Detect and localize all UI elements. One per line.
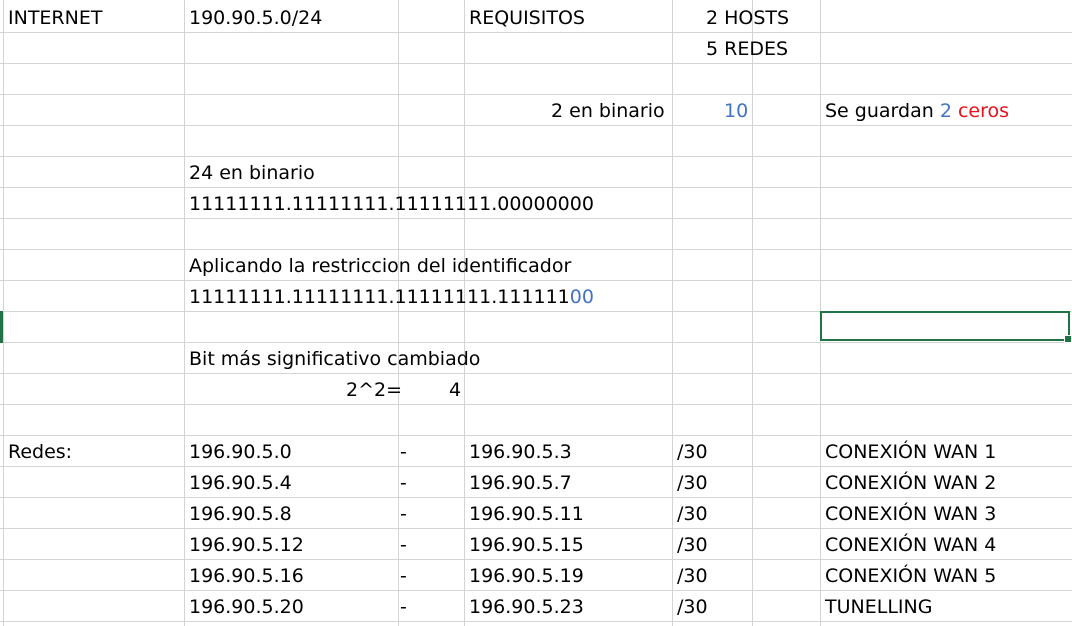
cell-formula[interactable]: 2^2= (346, 379, 403, 401)
zeros-note-prefix: Se guardan (825, 100, 934, 122)
grid-row-line (0, 342, 1072, 343)
network-prefix[interactable]: /30 (677, 596, 708, 618)
network-end[interactable]: 196.90.5.15 (469, 534, 584, 556)
network-name[interactable]: CONEXIÓN WAN 5 (825, 565, 997, 587)
zeros-note-number: 2 (939, 100, 952, 122)
network-end[interactable]: 196.90.5.7 (469, 472, 572, 494)
grid-row-line (0, 404, 1072, 405)
zeros-note-suffix: ceros (957, 100, 1010, 122)
grid-row-line (0, 32, 1072, 33)
cell-binary-two-label[interactable]: 2 en binario (551, 100, 665, 122)
network-prefix[interactable]: /30 (677, 441, 708, 463)
network-prefix[interactable]: /30 (677, 503, 708, 525)
fill-handle[interactable] (1064, 335, 1072, 343)
cell-network-address[interactable]: 190.90.5.0/24 (189, 7, 323, 29)
grid-col-line (752, 0, 753, 626)
grid-col-line (184, 0, 185, 626)
network-start[interactable]: 196.90.5.4 (189, 472, 292, 494)
cell-significant-label[interactable]: Bit más significativo cambiado (189, 348, 481, 370)
grid-row-line (0, 63, 1072, 64)
grid-row-line (0, 311, 1072, 312)
grid-row-line (0, 218, 1072, 219)
network-end[interactable]: 196.90.5.3 (469, 441, 572, 463)
grid-row-line (0, 435, 1072, 436)
network-prefix[interactable]: /30 (677, 565, 708, 587)
grid-col-line (464, 0, 465, 626)
network-separator[interactable]: - (400, 534, 407, 556)
network-start[interactable]: 196.90.5.0 (189, 441, 292, 463)
grid-row-line (0, 528, 1072, 529)
active-cell-selection[interactable] (820, 311, 1072, 343)
network-name[interactable]: CONEXIÓN WAN 3 (825, 503, 997, 525)
cell-restriction-binary[interactable]: 11111111.11111111.11111111.11111100 (189, 282, 594, 312)
restriction-binary-highlight: 00 (569, 286, 594, 308)
network-name[interactable]: CONEXIÓN WAN 1 (825, 441, 997, 463)
network-name[interactable]: CONEXIÓN WAN 2 (825, 472, 997, 494)
grid-row-line (0, 497, 1072, 498)
grid-col-line (3, 0, 4, 626)
network-name[interactable]: CONEXIÓN WAN 4 (825, 534, 997, 556)
active-row-marker (0, 311, 3, 343)
cell-restriction-label[interactable]: Aplicando la restriccion del identificad… (189, 255, 572, 277)
network-separator[interactable]: - (400, 596, 407, 618)
grid-row-line (0, 621, 1072, 622)
network-separator[interactable]: - (400, 565, 407, 587)
cell-redes[interactable]: 5 REDES (706, 38, 789, 60)
network-separator[interactable]: - (400, 441, 407, 463)
cell-formula-result[interactable]: 4 (449, 379, 462, 401)
network-end[interactable]: 196.90.5.23 (469, 596, 584, 618)
restriction-binary-main: 11111111.11111111.11111111.111111 (189, 286, 570, 308)
grid-row-line (0, 466, 1072, 467)
cell-binary-two-value[interactable]: 10 (724, 100, 749, 122)
grid-row-line (0, 187, 1072, 188)
grid-row-line (0, 94, 1072, 95)
network-prefix[interactable]: /30 (677, 472, 708, 494)
grid-col-line (398, 0, 399, 626)
cell-mask-label[interactable]: 24 en binario (189, 162, 315, 184)
network-name[interactable]: TUNELLING (825, 596, 933, 618)
grid-row-line (0, 249, 1072, 250)
grid-row-line (0, 559, 1072, 560)
grid-row-line (0, 373, 1072, 374)
grid-col-line (672, 0, 673, 626)
cell-hosts[interactable]: 2 HOSTS (706, 7, 790, 29)
cell-redes-label[interactable]: Redes: (8, 441, 73, 463)
cell-mask-binary[interactable]: 11111111.11111111.11111111.00000000 (189, 193, 594, 215)
cell-requisitos[interactable]: REQUISITOS (469, 7, 585, 29)
cell-internet[interactable]: INTERNET (8, 7, 103, 29)
grid-row-line (0, 156, 1072, 157)
grid-row-line (0, 590, 1072, 591)
network-start[interactable]: 196.90.5.20 (189, 596, 304, 618)
network-prefix[interactable]: /30 (677, 534, 708, 556)
cell-zeros-note[interactable]: Se guardan 2 ceros (825, 96, 1009, 126)
network-end[interactable]: 196.90.5.11 (469, 503, 584, 525)
network-start[interactable]: 196.90.5.8 (189, 503, 292, 525)
grid-row-line (0, 125, 1072, 126)
network-separator[interactable]: - (400, 472, 407, 494)
network-start[interactable]: 196.90.5.12 (189, 534, 304, 556)
network-start[interactable]: 196.90.5.16 (189, 565, 304, 587)
network-end[interactable]: 196.90.5.19 (469, 565, 584, 587)
grid-row-line (0, 280, 1072, 281)
network-separator[interactable]: - (400, 503, 407, 525)
